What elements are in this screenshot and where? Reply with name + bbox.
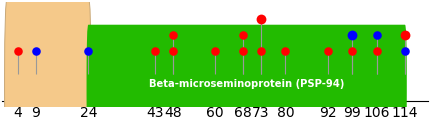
Point (373, 34, 380, 36)
Point (169, 34, 176, 36)
Point (15, 50, 22, 52)
Point (402, 34, 408, 36)
Point (324, 50, 331, 52)
Point (282, 50, 289, 52)
Point (373, 50, 380, 52)
Point (240, 50, 246, 52)
Point (85, 50, 92, 52)
FancyBboxPatch shape (5, 0, 91, 123)
Point (402, 50, 408, 52)
Point (169, 50, 176, 52)
Point (257, 50, 264, 52)
Point (349, 50, 356, 52)
Point (240, 34, 246, 36)
Text: Beta-microseminoprotein (PSP-94): Beta-microseminoprotein (PSP-94) (149, 79, 344, 89)
Point (152, 50, 159, 52)
Point (349, 34, 356, 36)
Point (212, 50, 218, 52)
Point (32, 50, 39, 52)
FancyBboxPatch shape (86, 25, 407, 123)
Point (257, 18, 264, 20)
